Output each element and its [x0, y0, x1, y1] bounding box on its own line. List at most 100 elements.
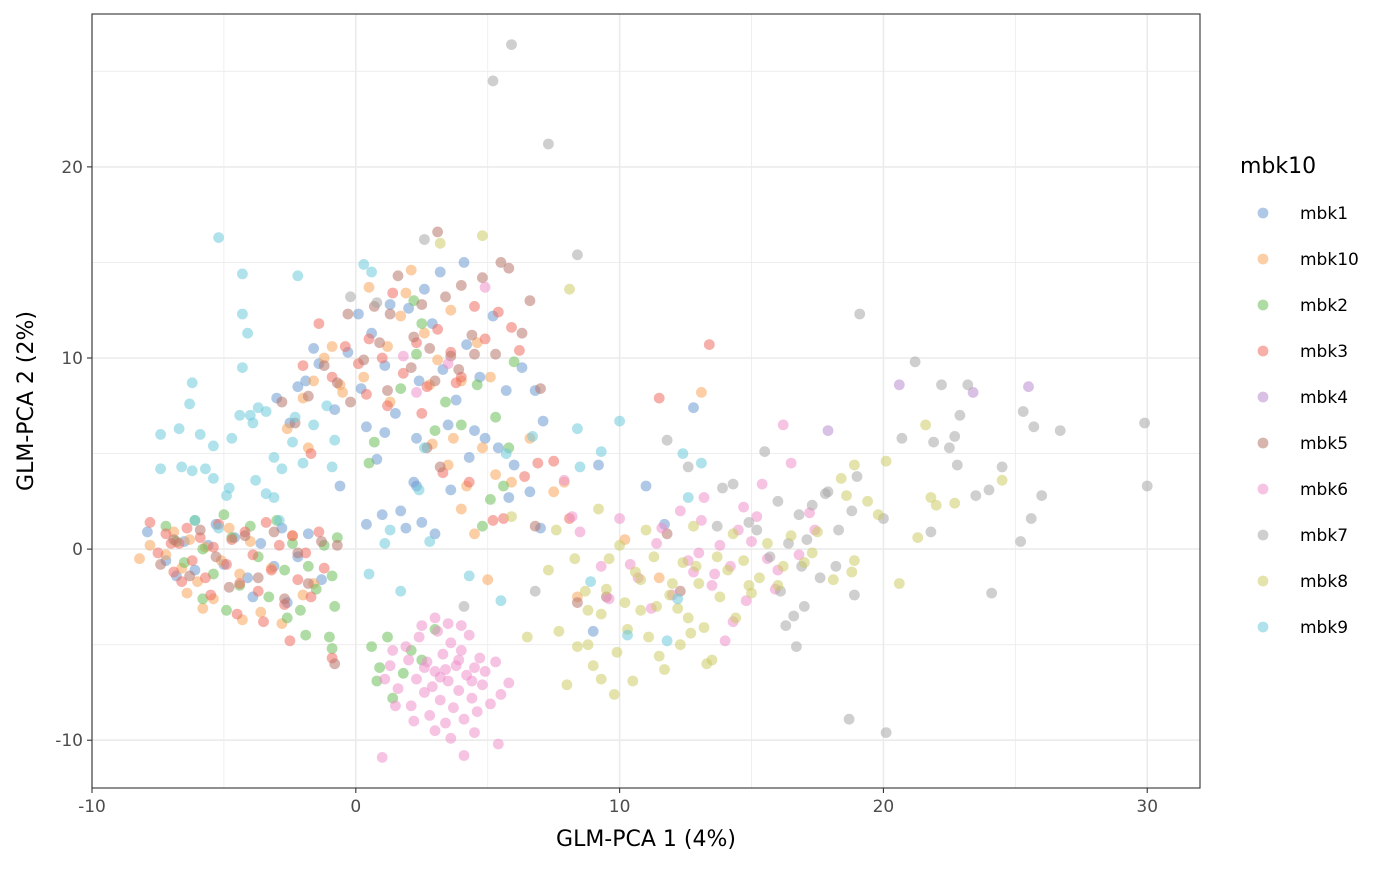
- data-point: [408, 295, 420, 307]
- data-point: [682, 492, 694, 503]
- data-point: [366, 266, 377, 278]
- data-point: [785, 530, 797, 542]
- data-point: [983, 484, 995, 496]
- data-point: [920, 419, 931, 431]
- data-point: [936, 379, 947, 391]
- data-point: [448, 702, 459, 714]
- data-point: [363, 333, 375, 345]
- data-point: [661, 635, 673, 647]
- data-point: [184, 570, 196, 582]
- data-point: [260, 406, 272, 417]
- data-point: [279, 593, 290, 605]
- data-point: [134, 553, 145, 565]
- data-point: [1036, 490, 1048, 501]
- data-point: [798, 557, 810, 568]
- data-point: [466, 329, 478, 341]
- data-point: [339, 341, 351, 352]
- data-point: [424, 536, 436, 547]
- data-point: [730, 612, 742, 624]
- data-point: [318, 352, 330, 364]
- legend-item-mbk2: mbk2: [1257, 296, 1348, 316]
- data-point: [477, 520, 488, 532]
- data-point: [477, 679, 488, 691]
- plot-panel-background: [92, 14, 1200, 788]
- data-point: [429, 375, 441, 387]
- data-point: [651, 601, 662, 612]
- data-point: [181, 522, 193, 534]
- data-point: [390, 700, 401, 712]
- data-point: [696, 457, 707, 469]
- data-point: [419, 234, 430, 245]
- data-point: [463, 570, 475, 582]
- data-point: [334, 480, 346, 492]
- data-point: [585, 576, 596, 587]
- data-point: [250, 474, 261, 486]
- data-point: [387, 287, 399, 299]
- data-point: [405, 362, 417, 373]
- data-point: [455, 419, 467, 431]
- data-point: [479, 333, 491, 345]
- data-point: [268, 526, 280, 538]
- data-point: [471, 706, 483, 717]
- data-point: [292, 381, 304, 393]
- data-point: [221, 604, 232, 616]
- data-point: [387, 645, 399, 656]
- data-point: [455, 620, 467, 631]
- data-point: [569, 553, 581, 565]
- data-point: [603, 593, 615, 605]
- data-point: [234, 568, 246, 580]
- data-point: [463, 629, 475, 641]
- data-point: [297, 360, 309, 371]
- data-point: [382, 400, 393, 412]
- legend-item-mbk9: mbk9: [1257, 618, 1348, 638]
- legend-item-mbk10: mbk10: [1257, 250, 1359, 270]
- data-point: [408, 715, 420, 727]
- data-point: [221, 559, 232, 570]
- data-point: [371, 297, 383, 308]
- data-point: [574, 461, 586, 473]
- data-point: [798, 601, 810, 612]
- data-point: [276, 463, 288, 475]
- data-point: [416, 299, 428, 310]
- series-mbk4: [822, 379, 1034, 436]
- data-point: [944, 442, 955, 454]
- data-point: [506, 322, 517, 333]
- data-point: [281, 423, 293, 435]
- legend-title: mbk10: [1240, 154, 1316, 179]
- data-point: [479, 666, 491, 677]
- data-point: [603, 553, 615, 565]
- data-point: [419, 283, 430, 295]
- data-point: [521, 631, 533, 643]
- legend-item-mbk3: mbk3: [1257, 342, 1348, 362]
- data-point: [442, 618, 454, 629]
- data-point: [419, 687, 430, 698]
- legend-label: mbk6: [1300, 480, 1348, 500]
- data-point: [421, 381, 433, 393]
- data-point: [458, 750, 470, 761]
- data-point: [419, 662, 430, 673]
- data-point: [833, 524, 844, 536]
- data-point: [751, 524, 763, 536]
- data-point: [487, 515, 499, 526]
- data-point: [487, 75, 499, 87]
- legend-key: [1257, 299, 1269, 311]
- data-point: [572, 423, 583, 435]
- data-point: [492, 306, 504, 318]
- data-point: [812, 526, 823, 538]
- data-point: [302, 578, 314, 589]
- data-point: [495, 689, 507, 700]
- data-point: [308, 419, 319, 431]
- data-point: [281, 612, 293, 624]
- data-point: [630, 566, 641, 578]
- data-point: [909, 356, 921, 368]
- data-point: [469, 727, 480, 738]
- data-point: [587, 625, 599, 637]
- data-point: [442, 419, 454, 431]
- data-point: [827, 574, 839, 586]
- data-point: [426, 681, 438, 693]
- legend-key: [1257, 437, 1269, 449]
- data-point: [384, 308, 396, 320]
- legend-label: mbk1: [1300, 204, 1348, 224]
- data-point: [390, 408, 401, 419]
